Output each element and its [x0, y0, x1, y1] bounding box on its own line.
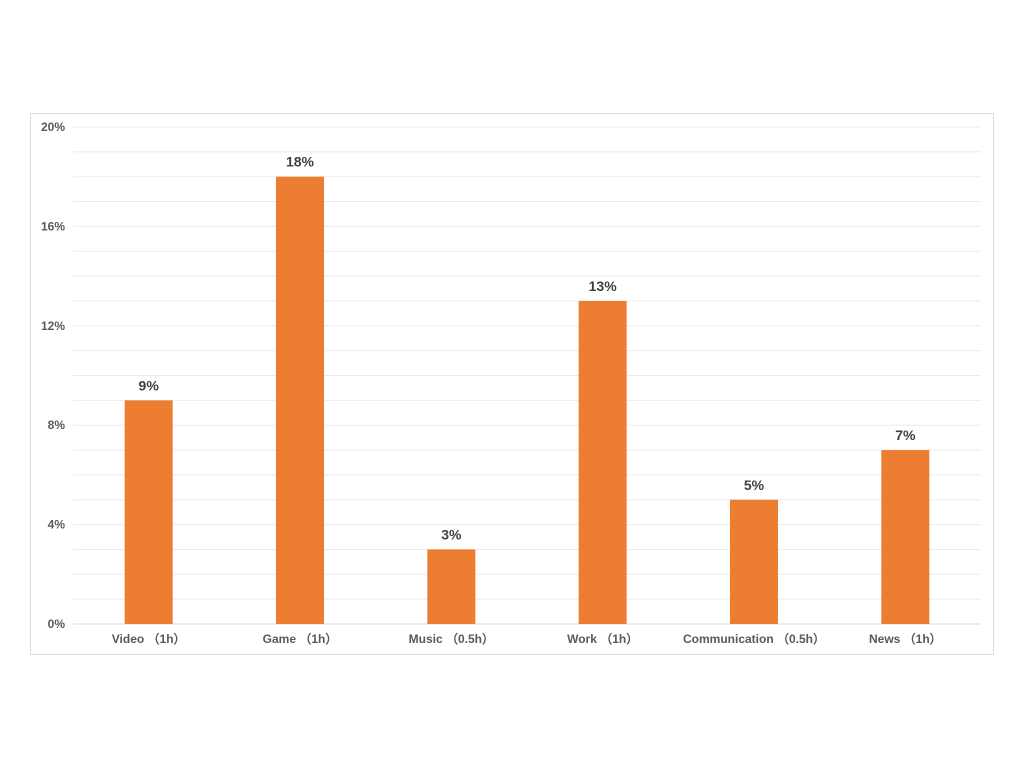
data-labels: 9% 18% 3% 13% 5% 7% [139, 154, 916, 543]
x-tick-label: Music （0.5h） [409, 631, 494, 646]
y-tick-label: 4% [48, 518, 66, 532]
data-label: 3% [441, 526, 462, 542]
data-label: 18% [286, 154, 315, 170]
y-tick-label: 8% [48, 418, 66, 432]
y-tick-label: 16% [41, 219, 65, 233]
bars [124, 176, 930, 624]
bar-chart: 0% 4% 8% 12% 16% 20% Video （1h） Game （1h） Music… [41, 120, 981, 646]
x-tick-label: Video （1h） [112, 631, 186, 646]
y-tick-label: 0% [48, 617, 66, 631]
y-tick-label: 12% [41, 319, 65, 333]
x-tick-label: Game （1h） [263, 631, 338, 646]
bar [730, 499, 778, 624]
bar [276, 176, 324, 624]
x-tick-label: News （1h） [869, 631, 942, 646]
gridlines [73, 126, 981, 625]
chart-frame: 0% 4% 8% 12% 16% 20% Video （1h） Game （1h） Music… [30, 113, 994, 655]
bar [881, 450, 930, 624]
bar [427, 549, 476, 624]
x-axis-ticks: Video （1h） Game （1h） Music （0.5h） Work （1h）… [112, 631, 942, 646]
y-tick-label: 20% [41, 120, 65, 134]
bar [124, 400, 173, 624]
data-label: 5% [744, 477, 765, 493]
bar [578, 300, 627, 624]
data-label: 7% [895, 427, 916, 443]
y-axis-ticks: 0% 4% 8% 12% 16% 20% [41, 120, 65, 631]
x-tick-label: Work （1h） [567, 631, 638, 646]
data-label: 13% [589, 278, 618, 294]
data-label: 9% [139, 377, 160, 393]
x-tick-label: Communication （0.5h） [683, 631, 825, 646]
